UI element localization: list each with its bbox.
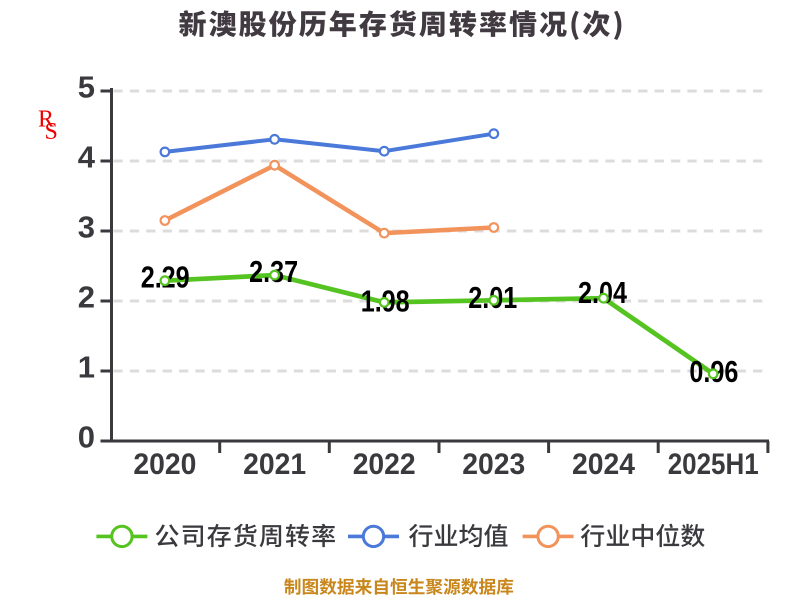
svg-text:2: 2 — [78, 280, 95, 315]
svg-text:S: S — [45, 119, 58, 145]
svg-text:2020: 2020 — [133, 448, 196, 481]
svg-text:2.04: 2.04 — [578, 275, 628, 310]
svg-text:3: 3 — [78, 210, 95, 245]
svg-text:4: 4 — [78, 140, 96, 175]
svg-text:2024: 2024 — [572, 448, 635, 481]
svg-text:1: 1 — [78, 350, 95, 385]
svg-text:0: 0 — [78, 420, 95, 455]
svg-text:R: R — [38, 107, 54, 133]
svg-text:5: 5 — [78, 70, 95, 105]
svg-text:2025H1: 2025H1 — [668, 448, 759, 481]
svg-text:2023: 2023 — [462, 448, 525, 481]
svg-text:2022: 2022 — [353, 448, 416, 481]
svg-text:2021: 2021 — [243, 448, 306, 481]
